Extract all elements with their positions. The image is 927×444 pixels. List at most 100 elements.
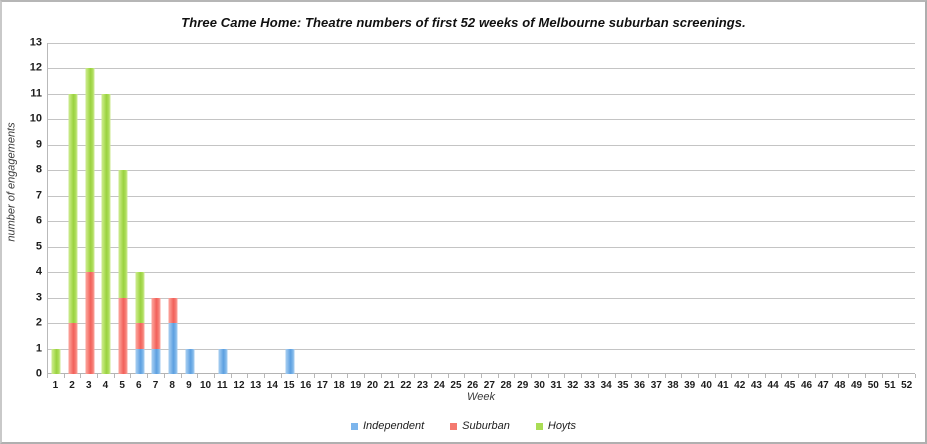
- x-tick-label: 37: [650, 380, 662, 391]
- x-tick-label: 49: [851, 380, 863, 391]
- y-tick-label: 4: [35, 265, 42, 278]
- x-tick-mark: [581, 374, 583, 378]
- x-tick-mark: [447, 374, 449, 378]
- x-tick-mark: [664, 374, 666, 378]
- gridline: [48, 272, 915, 274]
- x-tick-label: 36: [634, 380, 646, 391]
- legend-item-suburban[interactable]: Suburban: [450, 420, 510, 432]
- bar-segment-suburban[interactable]: [151, 297, 161, 349]
- bar-stack[interactable]: [151, 297, 161, 374]
- bar-column: [465, 43, 482, 374]
- bar-segment-independent[interactable]: [168, 323, 178, 374]
- y-tick-label: 13: [29, 36, 42, 49]
- x-tick-label: 28: [500, 380, 512, 391]
- x-tick-label: 6: [136, 380, 142, 391]
- x-tick-label: 43: [750, 380, 762, 391]
- x-tick-mark: [764, 374, 766, 378]
- bar-segment-hoyts[interactable]: [118, 170, 128, 298]
- bar-segment-suburban[interactable]: [118, 297, 128, 374]
- x-tick-mark: [364, 374, 366, 378]
- y-axis-tick-labels: 13 12 11 10 9 8 7 6 5 4 3 2 1 0: [2, 37, 42, 379]
- x-tick-mark: [714, 374, 716, 378]
- bar-segment-hoyts[interactable]: [135, 272, 145, 324]
- bar-segment-hoyts[interactable]: [68, 93, 78, 324]
- x-tick-label: 16: [300, 380, 312, 391]
- x-tick-label: 42: [734, 380, 746, 391]
- bar-stack[interactable]: [101, 93, 111, 374]
- bar-segment-independent[interactable]: [151, 348, 161, 374]
- bar-stack[interactable]: [68, 93, 78, 374]
- bar-column: [716, 43, 733, 374]
- x-tick-mark: [297, 374, 299, 378]
- bar-stack[interactable]: [51, 348, 61, 374]
- bar-segment-independent[interactable]: [285, 348, 295, 374]
- x-tick-mark: [330, 374, 332, 378]
- x-tick-label: 33: [583, 380, 596, 391]
- bar-column: [382, 43, 399, 374]
- y-tick-label: 12: [29, 61, 42, 74]
- x-tick-label: 27: [483, 380, 495, 391]
- x-tick-label: 51: [884, 380, 896, 391]
- x-tick-label: 45: [784, 380, 796, 391]
- bar-stack[interactable]: [118, 170, 128, 374]
- x-tick-label: 10: [200, 380, 212, 391]
- bar-column: [148, 43, 165, 374]
- bar-segment-suburban[interactable]: [168, 297, 178, 324]
- bar-column: [816, 43, 833, 374]
- bar-segment-independent[interactable]: [135, 348, 145, 374]
- x-tick-mark: [497, 374, 499, 378]
- bar-column: [649, 43, 666, 374]
- bar-column: [248, 43, 265, 374]
- bar-segment-suburban[interactable]: [135, 323, 145, 349]
- x-tick-mark: [80, 374, 82, 378]
- legend-item-hoyts[interactable]: Hoyts: [535, 420, 576, 432]
- x-tick-mark: [781, 374, 783, 378]
- x-tick-mark: [264, 374, 265, 378]
- x-tick-mark: [848, 374, 850, 378]
- gridline: [48, 297, 915, 299]
- bar-column: [782, 43, 799, 374]
- bar-column: [532, 43, 549, 374]
- legend-label: Hoyts: [547, 420, 576, 432]
- x-tick-mark: [681, 374, 683, 378]
- x-tick-mark: [564, 374, 566, 378]
- x-axis-title: Week: [467, 391, 495, 403]
- legend-item-independent[interactable]: Independent: [350, 420, 425, 432]
- bar-segment-suburban[interactable]: [85, 272, 95, 374]
- bar-stack[interactable]: [185, 348, 195, 374]
- gridline: [48, 119, 915, 121]
- bar-column: [449, 43, 466, 374]
- y-tick-label: 0: [35, 367, 42, 380]
- x-tick-mark: [514, 374, 516, 378]
- bar-stack[interactable]: [218, 348, 228, 374]
- plot-area: [47, 43, 915, 374]
- bar-column: [883, 43, 900, 374]
- y-tick-label: 6: [35, 214, 42, 227]
- bar-column: [499, 43, 516, 374]
- bar-segment-independent[interactable]: [185, 348, 195, 374]
- bar-column: [332, 43, 349, 374]
- bar-segment-hoyts[interactable]: [101, 93, 111, 374]
- bar-segment-hoyts[interactable]: [85, 68, 95, 273]
- y-tick-label: 10: [29, 112, 42, 125]
- bar-column: [65, 43, 82, 374]
- bar-segment-suburban[interactable]: [68, 323, 78, 374]
- bar-stack[interactable]: [285, 348, 295, 374]
- bar-segment-hoyts[interactable]: [51, 348, 61, 374]
- bar-column: [732, 43, 749, 374]
- bar-column: [365, 43, 382, 374]
- bar-stack[interactable]: [168, 297, 178, 374]
- x-tick-label: 2: [69, 380, 75, 391]
- bar-stack[interactable]: [85, 68, 95, 374]
- x-tick-mark: [280, 374, 282, 378]
- bar-column: [399, 43, 416, 374]
- legend-label: Suburban: [462, 420, 510, 432]
- x-tick-mark: [915, 374, 916, 378]
- x-tick-mark: [197, 374, 199, 378]
- bar-stack[interactable]: [135, 272, 145, 374]
- bar-segment-independent[interactable]: [218, 348, 228, 374]
- legend-label: Independent: [362, 420, 425, 432]
- bar-column: [98, 43, 115, 374]
- x-tick-label: 12: [233, 380, 245, 391]
- x-tick-label: 52: [901, 380, 913, 391]
